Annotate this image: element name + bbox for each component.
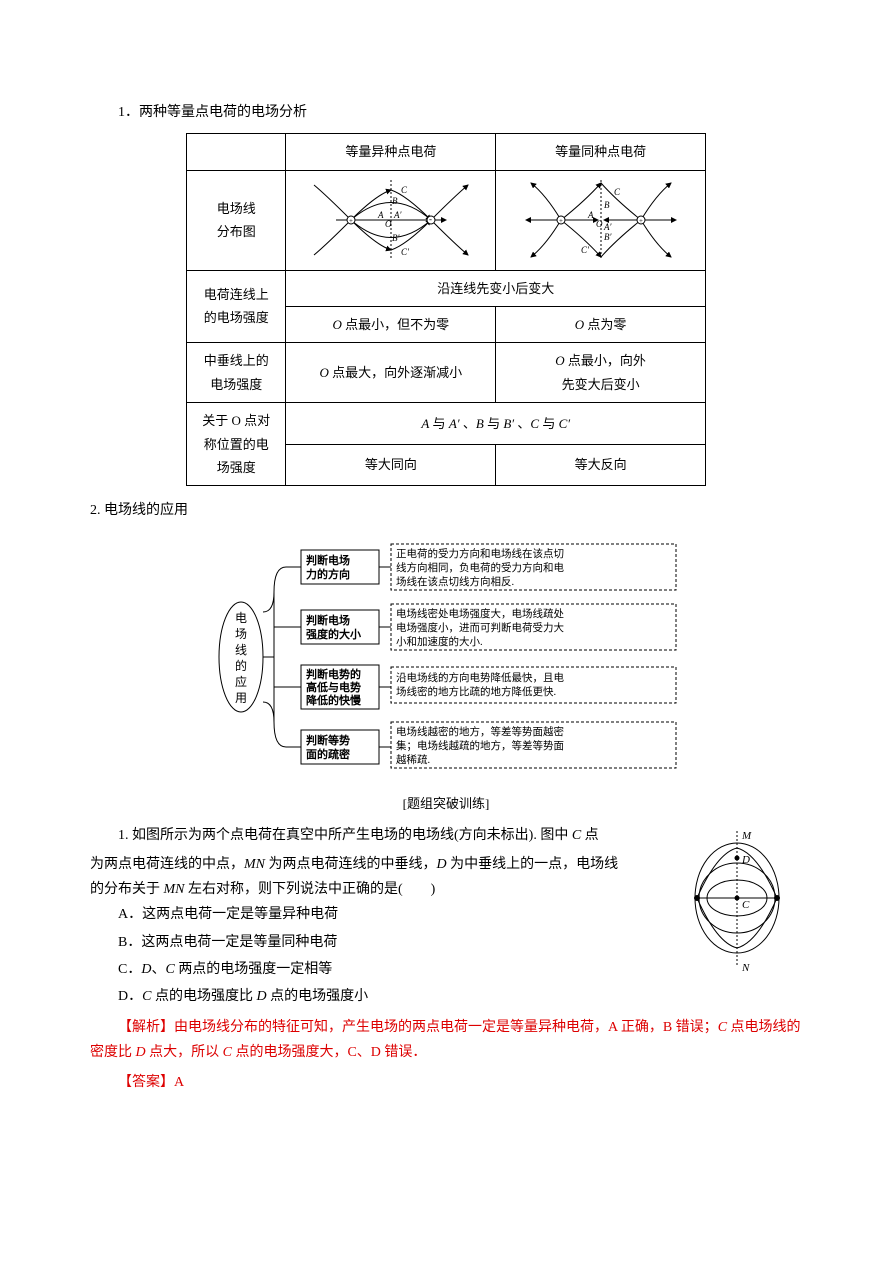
- th-blank: [187, 134, 286, 170]
- svg-text:线: 线: [235, 643, 247, 657]
- svg-text:场线在该点切线方向相反.: 场线在该点切线方向相反.: [396, 575, 514, 588]
- row-conn-merged: 沿连线先变小后变大: [286, 270, 706, 306]
- svg-text:C′: C′: [401, 247, 410, 257]
- row-sym-merged: A 与 A′ 、B 与 B′ 、C 与 C′: [286, 403, 706, 445]
- svg-text:集；电场线越疏的地方，等差等势面: 集；电场线越疏的地方，等差等势面: [396, 739, 564, 752]
- svg-text:+: +: [559, 217, 563, 225]
- svg-text:场线密的地方比疏的地方降低更快.: 场线密的地方比疏的地方降低更快.: [396, 685, 556, 698]
- svg-text:场: 场: [235, 627, 247, 641]
- svg-text:-: -: [429, 214, 432, 224]
- svg-text:B: B: [392, 196, 398, 206]
- q1-analysis: 【解析】由电场线分布的特征可知，产生电场的两点电荷一定是等量异种电荷，A 正确，…: [90, 1015, 802, 1065]
- svg-text:O: O: [596, 219, 603, 229]
- svg-text:C: C: [401, 185, 408, 195]
- svg-text:判断等势: 判断等势: [306, 733, 350, 747]
- svg-text:用: 用: [235, 691, 247, 705]
- svg-text:电场线密处电场强度大，电场线疏处: 电场线密处电场强度大，电场线疏处: [396, 607, 564, 620]
- th-same: 等量同种点电荷: [496, 134, 706, 170]
- svg-text:正电荷的受力方向和电场线在该点切: 正电荷的受力方向和电场线在该点切: [396, 547, 564, 560]
- svg-text:A: A: [377, 210, 384, 220]
- svg-text:面的疏密: 面的疏密: [306, 747, 350, 761]
- svg-text:应: 应: [235, 674, 247, 689]
- q1-option-a: A．这两点电荷一定是等量异种电荷: [118, 902, 662, 927]
- section2-title: 2. 电场线的应用: [90, 498, 802, 523]
- svg-text:高低与电势: 高低与电势: [306, 680, 361, 694]
- practice-label: [题组突破训练]: [90, 792, 802, 815]
- row-perp-c2: O 点最大，向外逐渐减小: [286, 343, 496, 403]
- svg-text:线方向相同，负电荷的受力方向和电: 线方向相同，负电荷的受力方向和电: [396, 561, 564, 574]
- svg-text:电: 电: [235, 611, 247, 625]
- q1-option-d: D．C 点的电场强度比 D 点的电场强度小: [118, 984, 662, 1009]
- svg-text:C: C: [614, 187, 621, 197]
- row-sym-c2: 等大同向: [286, 444, 496, 486]
- svg-text:C′: C′: [581, 245, 590, 255]
- diagram-same-charges: + + A A′ O B B′ C C′: [496, 170, 706, 270]
- row-diagram-label: 电场线 分布图: [187, 170, 286, 270]
- svg-text:降低的快慢: 降低的快慢: [306, 693, 362, 707]
- svg-text:B′: B′: [604, 232, 612, 242]
- svg-text:电场线越密的地方，等差等势面越密: 电场线越密的地方，等差等势面越密: [396, 725, 564, 738]
- svg-text:+: +: [639, 217, 643, 225]
- row-sym-c3: 等大反向: [496, 444, 706, 486]
- svg-text:的: 的: [235, 658, 247, 673]
- q1-stem-line2: 为两点电荷连线的中点，MN 为两点电荷连线的中垂线，D 为中垂线上的一点，电场线: [90, 852, 662, 877]
- field-line-application-tree: 电 场 线 的 应 用 判断电场力的方向 判断电场强度的大小 判断电势的高低与电…: [90, 532, 802, 782]
- svg-text:判断电场: 判断电场: [306, 613, 350, 627]
- question-1: 1. 如图所示为两个点电荷在真空中所产生电场的电场线(方向未标出). 图中 C …: [90, 823, 802, 1011]
- fig-label-m: M: [741, 830, 752, 842]
- svg-text:力的方向: 力的方向: [306, 567, 350, 581]
- q1-figure: M N D C: [672, 823, 802, 1011]
- row-perp-label: 中垂线上的 电场强度: [187, 343, 286, 403]
- svg-text:O: O: [385, 219, 392, 229]
- section1-title: 1．两种等量点电荷的电场分析: [90, 100, 802, 125]
- fig-label-d: D: [741, 854, 750, 866]
- row-conn-c2: O 点最小，但不为零: [286, 306, 496, 342]
- svg-text:沿电场线的方向电势降低最快，且电: 沿电场线的方向电势降低最快，且电: [396, 671, 564, 684]
- q1-stem-line1: 1. 如图所示为两个点电荷在真空中所产生电场的电场线(方向未标出). 图中 C …: [90, 823, 662, 848]
- svg-text:A: A: [587, 210, 594, 220]
- th-opposite: 等量异种点电荷: [286, 134, 496, 170]
- field-analysis-table: 等量异种点电荷 等量同种点电荷 电场线 分布图: [186, 133, 706, 486]
- svg-text:A′: A′: [393, 210, 402, 220]
- row-conn-label: 电荷连线上 的电场强度: [187, 270, 286, 343]
- svg-text:B: B: [604, 200, 610, 210]
- q1-options: A．这两点电荷一定是等量异种电荷 B．这两点电荷一定是等量同种电荷 C．D、C …: [118, 902, 662, 1009]
- q1-answer: 【答案】A: [90, 1070, 802, 1095]
- svg-text:越稀疏.: 越稀疏.: [396, 753, 430, 766]
- q1-option-c: C．D、C 两点的电场强度一定相等: [118, 957, 662, 982]
- svg-text:+: +: [349, 217, 353, 225]
- svg-text:电场强度小，进而可判断电荷受力大: 电场强度小，进而可判断电荷受力大: [396, 621, 564, 634]
- svg-text:A′: A′: [603, 222, 612, 232]
- svg-text:判断电场: 判断电场: [306, 553, 350, 567]
- row-perp-c3: O 点最小，向外 先变大后变小: [496, 343, 706, 403]
- fig-label-c: C: [742, 899, 750, 911]
- svg-text:强度的大小: 强度的大小: [306, 627, 361, 641]
- svg-text:B′: B′: [392, 233, 400, 243]
- diagram-opposite-charges: + - A A′ O B B′ C C′: [286, 170, 496, 270]
- q1-option-b: B．这两点电荷一定是等量同种电荷: [118, 930, 662, 955]
- row-conn-c3: O 点为零: [496, 306, 706, 342]
- svg-text:小和加速度的大小.: 小和加速度的大小.: [396, 635, 483, 648]
- svg-text:判断电势的: 判断电势的: [306, 667, 361, 681]
- row-sym-label: 关于 O 点对 称位置的电 场强度: [187, 403, 286, 486]
- fig-label-n: N: [741, 962, 750, 973]
- q1-stem-line3: 的分布关于 MN 左右对称，则下列说法中正确的是( ): [90, 877, 662, 902]
